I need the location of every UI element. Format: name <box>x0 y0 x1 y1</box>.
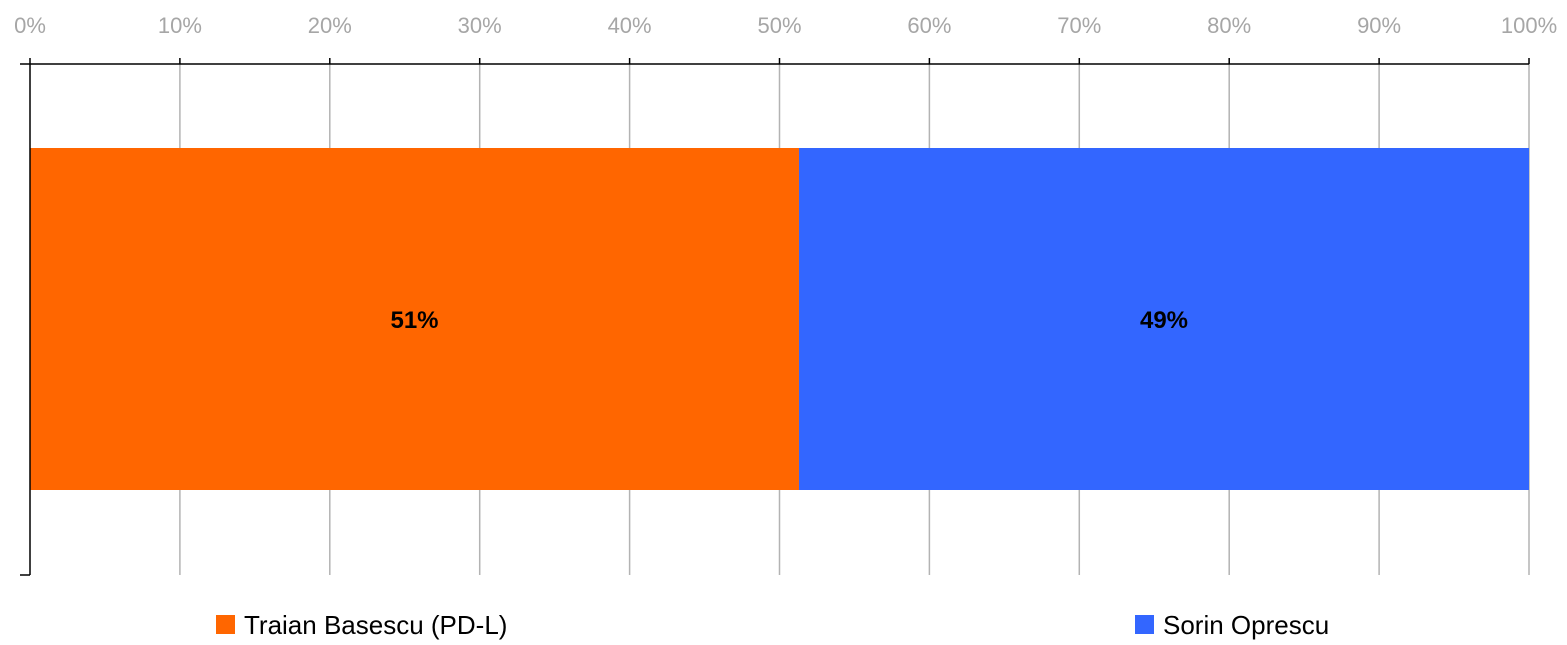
x-tick-label: 80% <box>1207 13 1251 38</box>
legend-label-1: Traian Basescu (PD-L) <box>244 610 507 640</box>
data-label-1: 51% <box>390 307 438 334</box>
bars <box>30 148 1529 490</box>
x-tick-label: 60% <box>907 13 951 38</box>
bar-segment-1 <box>30 148 799 490</box>
x-tick-label: 10% <box>158 13 202 38</box>
x-tick-label: 90% <box>1357 13 1401 38</box>
data-labels: 51% 49% <box>390 307 1188 334</box>
x-tick-label: 100% <box>1501 13 1557 38</box>
axes <box>20 58 1530 576</box>
legend-swatch-1 <box>216 615 235 634</box>
bar-segment-2 <box>798 148 1529 490</box>
x-tick-label: 0% <box>14 13 46 38</box>
legend-label-2: Sorin Oprescu <box>1163 610 1329 640</box>
x-tick-label: 20% <box>308 13 352 38</box>
tick-labels: 0% 10% 20% 30% 40% 50% 60% 70% 80% 90% 100% <box>14 13 1557 38</box>
x-tick-label: 30% <box>458 13 502 38</box>
x-tick-label: 50% <box>757 13 801 38</box>
data-label-2: 49% <box>1140 307 1188 334</box>
x-tick-label: 70% <box>1057 13 1101 38</box>
x-tick-label: 40% <box>608 13 652 38</box>
legend-swatch-2 <box>1135 615 1154 634</box>
legend: Traian Basescu (PD-L) Sorin Oprescu <box>216 610 1329 640</box>
